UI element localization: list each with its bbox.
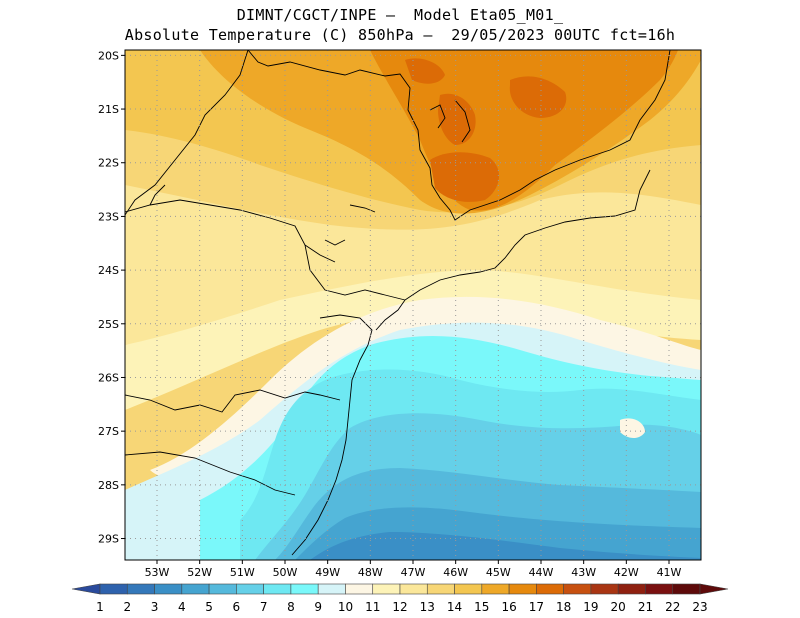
colorbar-label: 21	[638, 600, 653, 614]
lat-tick-label: 22S	[98, 157, 119, 170]
colorbar-label: 13	[420, 600, 435, 614]
colorbar-swatch	[126, 583, 155, 595]
colorbar-label: 5	[205, 600, 213, 614]
colorbar-label: 14	[447, 600, 462, 614]
colorbar-swatch	[345, 583, 374, 595]
lat-tick-label: 28S	[98, 479, 119, 492]
colorbar-label: 11	[365, 600, 380, 614]
colorbar-swatch	[536, 583, 564, 595]
colorbar-label: 8	[287, 600, 295, 614]
lon-tick-label: 42W	[614, 566, 639, 579]
lon-tick-label: 41W	[657, 566, 682, 579]
colorbar-swatch	[71, 583, 101, 595]
lat-tick-label: 20S	[98, 49, 119, 62]
lat-tick-label: 21S	[98, 103, 119, 116]
colorbar-label: 18	[556, 600, 571, 614]
colorbar-label: 7	[260, 600, 268, 614]
longitude-axis: 53W 52W 51W 50W 49W 48W 47W 46W 45W 44W 43W 42W 41W	[145, 560, 682, 579]
colorbar-swatch	[645, 583, 674, 595]
colorbar-swatch	[208, 583, 237, 595]
colorbar-label: 6	[233, 600, 241, 614]
colorbar-swatch	[236, 583, 264, 595]
colorbar-swatch	[699, 583, 729, 595]
colorbar-label: 23	[692, 600, 707, 614]
colorbar-label: 2	[123, 600, 131, 614]
colorbar: 1 2 3 4 5 6 7 8 9 10 11 12 13 14 15 16 17 18 19 20 21 22 23	[71, 583, 729, 614]
graticule	[125, 50, 701, 560]
colorbar-swatch	[263, 583, 292, 595]
colorbar-swatch	[290, 583, 319, 595]
colorbar-label: 12	[392, 600, 407, 614]
map-boundaries	[125, 50, 671, 556]
colorbar-label: 4	[178, 600, 186, 614]
colorbar-swatch	[481, 583, 510, 595]
colorbar-swatch	[426, 583, 455, 595]
chart-title-line-1: DIMNT/CGCT/INPE – Model Eta05_M01_	[236, 6, 564, 24]
colorbar-label: 15	[474, 600, 489, 614]
colorbar-swatch	[99, 583, 128, 595]
colorbar-swatch	[154, 583, 183, 595]
colorbar-label: 9	[314, 600, 322, 614]
lat-tick-label: 24S	[98, 264, 119, 277]
lon-tick-label: 53W	[145, 566, 170, 579]
lon-tick-label: 48W	[358, 566, 383, 579]
colorbar-swatch	[317, 583, 346, 595]
temperature-field	[125, 50, 701, 560]
lon-tick-label: 49W	[315, 566, 340, 579]
colorbar-swatch	[181, 583, 210, 595]
colorbar-swatch	[672, 583, 701, 595]
colorbar-label: 19	[583, 600, 598, 614]
chart-title-line-2: Absolute Temperature (C) 850hPa – 29/05/…	[124, 26, 676, 44]
lat-tick-label: 23S	[98, 210, 119, 223]
lon-tick-label: 43W	[571, 566, 596, 579]
lat-tick-label: 29S	[98, 533, 119, 546]
colorbar-label: 3	[151, 600, 159, 614]
colorbar-label: 1	[96, 600, 104, 614]
lon-tick-label: 44W	[529, 566, 554, 579]
lon-tick-label: 46W	[443, 566, 468, 579]
colorbar-swatch	[563, 583, 592, 595]
colorbar-label: 20	[611, 600, 626, 614]
colorbar-swatch	[372, 583, 401, 595]
colorbar-swatch	[590, 583, 619, 595]
lat-tick-label: 26S	[98, 371, 119, 384]
lon-tick-label: 51W	[230, 566, 255, 579]
colorbar-swatch	[454, 583, 483, 595]
lon-tick-label: 47W	[401, 566, 426, 579]
colorbar-swatch	[508, 583, 537, 595]
lon-tick-label: 52W	[187, 566, 212, 579]
lat-tick-label: 25S	[98, 318, 119, 331]
latitude-axis: 20S 21S 22S 23S 24S 25S 26S 27S 28S 29S	[98, 49, 125, 546]
colorbar-label: 17	[529, 600, 544, 614]
lon-tick-label: 45W	[486, 566, 511, 579]
lon-tick-label: 50W	[273, 566, 298, 579]
colorbar-label: 16	[501, 600, 516, 614]
colorbar-swatch	[617, 583, 646, 595]
colorbar-label: 10	[338, 600, 353, 614]
lat-tick-label: 27S	[98, 425, 119, 438]
colorbar-label: 22	[665, 600, 680, 614]
colorbar-swatch	[399, 583, 428, 595]
